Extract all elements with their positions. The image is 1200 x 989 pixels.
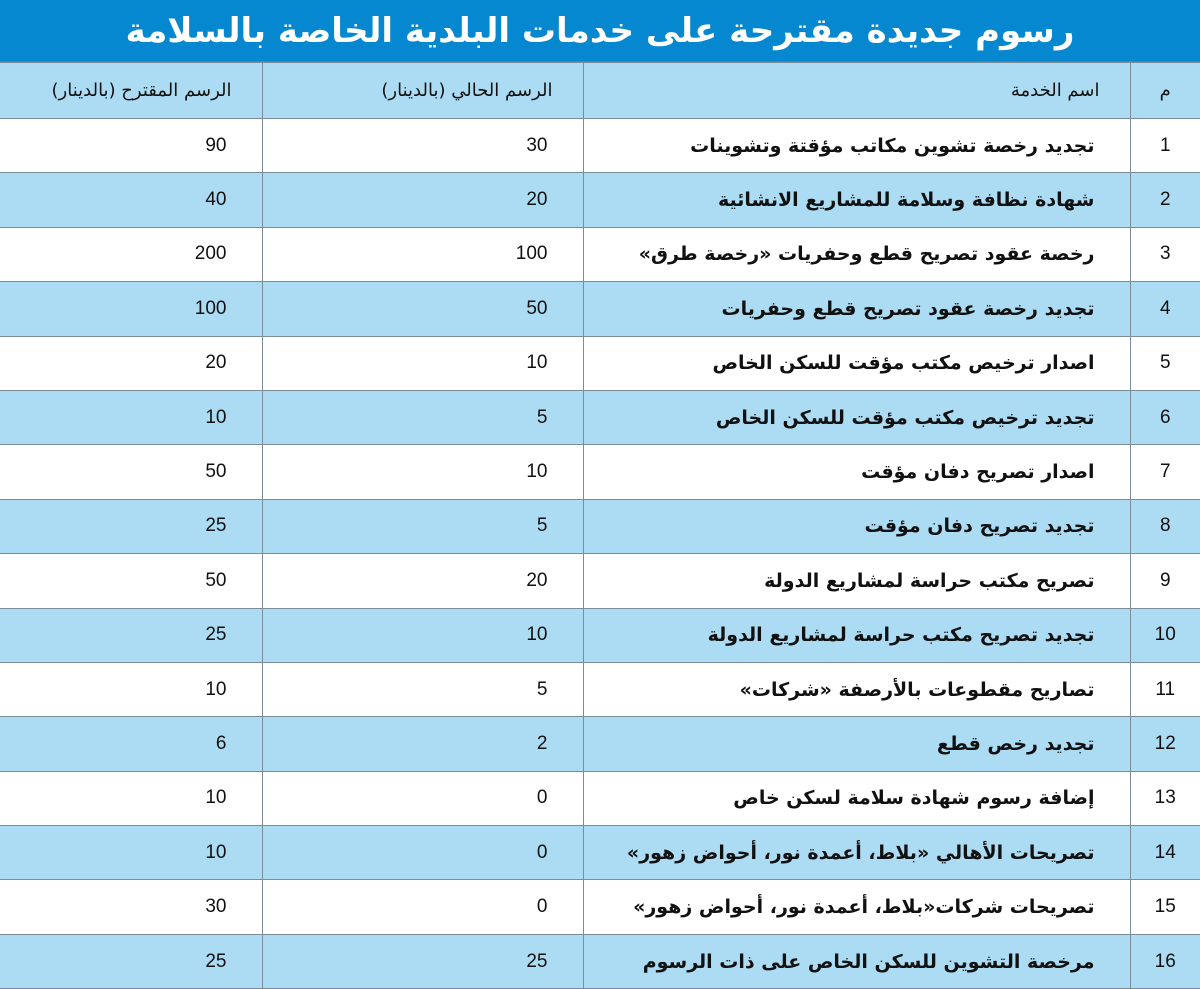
row-number: 3 [1129,226,1200,283]
table-header-row: م اسم الخدمة الرسم الحالي (بالدينار) الر… [0,62,1200,119]
table-row: 12 تجديد رخص قطع 2 6 [0,716,1200,772]
service-name: تجديد ترخيص مكتب مؤقت للسكن الخاص [582,389,1131,446]
service-name: تجديد رخصة تشوين مكاتب مؤقتة وتشوينات [582,117,1131,174]
current-fee: 25 [261,933,584,989]
row-number: 2 [1129,172,1200,228]
current-fee: 100 [261,226,584,283]
table-row: 3 رخصة عقود تصريح قطع وحفريات «رخصة طرق» 1… [0,226,1200,283]
row-number: 4 [1129,281,1200,337]
row-number: 13 [1129,770,1200,827]
table-row: 13 إضافة رسوم شهادة سلامة لسكن خاص 0 10 [0,770,1200,827]
proposed-fee: 25 [0,498,263,555]
row-number: 12 [1129,716,1200,772]
table-row: 1 تجديد رخصة تشوين مكاتب مؤقتة وتشوينات 30… [0,117,1200,174]
current-fee: 50 [261,281,584,337]
current-fee: 5 [261,389,584,446]
current-fee: 30 [261,117,584,174]
current-fee: 20 [261,553,584,609]
table-row: 4 تجديد رخصة عقود تصريح قطع وحفريات 50 100 [0,281,1200,337]
service-name: شهادة نظافة وسلامة للمشاريع الانشائية [582,172,1131,228]
proposed-fee: 10 [0,770,263,827]
service-name: اصدار ترخيص مكتب مؤقت للسكن الخاص [582,335,1131,391]
service-name: تصريحات الأهالي «بلاط، أعمدة نور، أحواض … [582,825,1131,881]
current-fee: 0 [261,825,584,881]
current-fee: 0 [261,770,584,827]
service-name: إضافة رسوم شهادة سلامة لسكن خاص [582,770,1131,827]
header-proposed-fee: الرسم المقترح (بالدينار) [0,62,263,119]
table-row: 5 اصدار ترخيص مكتب مؤقت للسكن الخاص 10 20 [0,335,1200,391]
row-number: 15 [1129,879,1200,935]
proposed-fee: 20 [0,335,263,391]
current-fee: 10 [261,444,584,500]
proposed-fee: 200 [0,226,263,283]
service-name: رخصة عقود تصريح قطع وحفريات «رخصة طرق» [582,226,1131,283]
proposed-fee: 10 [0,661,263,718]
current-fee: 5 [261,498,584,555]
table-row: 16 مرخصة التشوين للسكن الخاص على ذات الرس… [0,933,1200,989]
row-number: 16 [1129,933,1200,989]
service-name: تجديد رخصة عقود تصريح قطع وحفريات [582,281,1131,337]
proposed-fee: 40 [0,172,263,228]
current-fee: 10 [261,335,584,391]
proposed-fee: 25 [0,607,263,663]
header-number: م [1129,62,1200,119]
service-name: تجديد تصريح دفان مؤقت [582,498,1131,555]
table-row: 2 شهادة نظافة وسلامة للمشاريع الانشائية 20… [0,172,1200,228]
table-row: 10 تجديد تصريح مكتب حراسة لمشاريع الدولة 1… [0,607,1200,663]
row-number: 6 [1129,389,1200,446]
proposed-fee: 50 [0,553,263,609]
table-row: 9 تصريح مكتب حراسة لمشاريع الدولة 20 50 [0,553,1200,609]
row-number: 5 [1129,335,1200,391]
header-service: اسم الخدمة [582,62,1131,119]
table-row: 11 تصاريح مقطوعات بالأرصفة «شركات» 5 10 [0,661,1200,718]
proposed-fee: 25 [0,933,263,989]
row-number: 14 [1129,825,1200,881]
service-name: تصريح مكتب حراسة لمشاريع الدولة [582,553,1131,609]
proposed-fee: 100 [0,281,263,337]
row-number: 8 [1129,498,1200,555]
table-row: 7 اصدار تصريح دفان مؤقت 10 50 [0,444,1200,500]
current-fee: 0 [261,879,584,935]
fees-table: م اسم الخدمة الرسم الحالي (بالدينار) الر… [0,62,1200,989]
proposed-fee: 50 [0,444,263,500]
row-number: 10 [1129,607,1200,663]
proposed-fee: 30 [0,879,263,935]
current-fee: 5 [261,661,584,718]
current-fee: 10 [261,607,584,663]
proposed-fee: 90 [0,117,263,174]
table-row: 6 تجديد ترخيص مكتب مؤقت للسكن الخاص 5 10 [0,389,1200,446]
table-row: 15 تصريحات شركات«بلاط، أعمدة نور، أحواض ز… [0,879,1200,935]
service-name: مرخصة التشوين للسكن الخاص على ذات الرسوم [582,933,1131,989]
table-row: 14 تصريحات الأهالي «بلاط، أعمدة نور، أحوا… [0,825,1200,881]
proposed-fee: 10 [0,389,263,446]
service-name: اصدار تصريح دفان مؤقت [582,444,1131,500]
table-row: 8 تجديد تصريح دفان مؤقت 5 25 [0,498,1200,555]
current-fee: 20 [261,172,584,228]
page-title: رسوم جديدة مقترحة على خدمات البلدية الخا… [0,0,1200,62]
service-name: تصريحات شركات«بلاط، أعمدة نور، أحواض زهو… [582,879,1131,935]
row-number: 1 [1129,117,1200,174]
header-current-fee: الرسم الحالي (بالدينار) [261,62,584,119]
proposed-fee: 6 [0,716,263,772]
service-name: تجديد تصريح مكتب حراسة لمشاريع الدولة [582,607,1131,663]
row-number: 7 [1129,444,1200,500]
row-number: 11 [1129,661,1200,718]
current-fee: 2 [261,716,584,772]
proposed-fee: 10 [0,825,263,881]
service-name: تجديد رخص قطع [582,716,1131,772]
row-number: 9 [1129,553,1200,609]
service-name: تصاريح مقطوعات بالأرصفة «شركات» [582,661,1131,718]
